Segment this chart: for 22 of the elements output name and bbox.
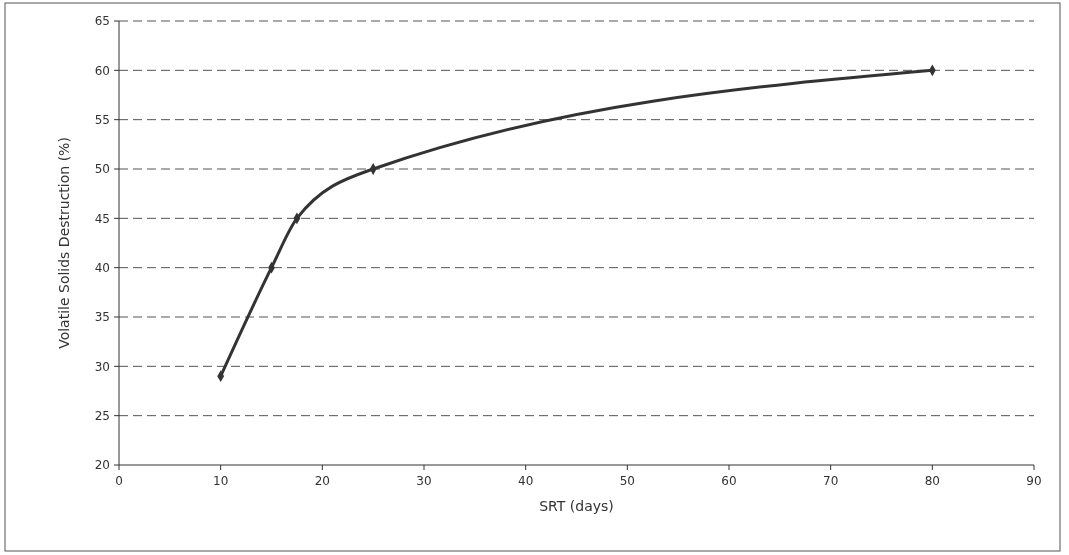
x-tick-label: 90 xyxy=(1026,474,1042,488)
y-tick-label: 50 xyxy=(94,162,110,177)
x-tick-label: 50 xyxy=(619,474,635,488)
x-tick-label: 60 xyxy=(721,474,737,488)
y-tick-label: 45 xyxy=(94,211,110,226)
y-tick-label: 30 xyxy=(94,359,110,374)
y-tick-label: 60 xyxy=(94,63,110,78)
y-axis-title: Volatile Solids Destruction (%) xyxy=(56,137,72,349)
y-tick-label: 35 xyxy=(94,310,110,325)
y-tick-label: 20 xyxy=(94,458,110,473)
y-tick-label: 65 xyxy=(94,14,110,29)
x-tick-label: 40 xyxy=(518,474,534,488)
x-tick-label: 80 xyxy=(924,474,940,488)
x-tick-label: 20 xyxy=(314,474,330,488)
x-tick-label: 70 xyxy=(823,474,839,488)
x-tick-label: 30 xyxy=(416,474,432,488)
y-tick-label: 40 xyxy=(94,260,110,275)
y-tick-label: 55 xyxy=(94,112,110,127)
y-tick-label: 25 xyxy=(94,408,110,423)
x-tick-label: 0 xyxy=(115,474,123,488)
x-tick-label: 10 xyxy=(213,474,229,488)
x-axis-title: SRT (days) xyxy=(539,498,614,514)
